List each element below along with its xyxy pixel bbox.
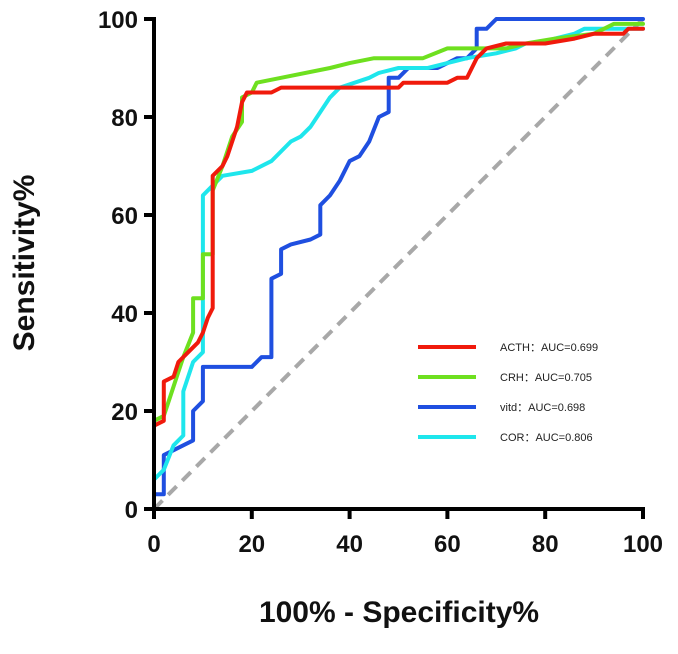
y-tick-label: 20 — [111, 399, 138, 426]
legend-label-0: ACTH：AUC=0.699 — [500, 342, 598, 354]
legend-label-3: COR：AUC=0.806 — [500, 432, 593, 444]
x-tick-label: 40 — [336, 531, 363, 558]
y-tick-label: 40 — [111, 301, 138, 328]
legend-label-2: vitd：AUC=0.698 — [500, 402, 585, 414]
y-tick-label: 100 — [98, 7, 138, 34]
x-tick-label: 80 — [532, 531, 559, 558]
y-tick-label: 0 — [125, 497, 138, 524]
tick-labels: 0 20 40 60 80 100 0 20 40 60 80 100 — [98, 7, 663, 558]
x-tick-label: 0 — [147, 531, 160, 558]
x-tick-label: 20 — [238, 531, 265, 558]
y-tick-label: 60 — [111, 203, 138, 230]
x-axis-title: 100% - Specificity% — [259, 596, 539, 629]
reference-diagonal-line — [152, 17, 645, 511]
series-line-0 — [152, 26, 645, 511]
x-tick-label: 100 — [623, 531, 663, 558]
plot-area — [152, 17, 645, 511]
axes — [144, 17, 645, 519]
legend: ACTH：AUC=0.699 CRH：AUC=0.705 vitd：AUC=0.69… — [418, 342, 598, 444]
y-tick-label: 80 — [111, 105, 138, 132]
y-axis-title: Sensitivity% — [8, 175, 41, 352]
x-tick-label: 60 — [434, 531, 461, 558]
legend-label-1: CRH：AUC=0.705 — [500, 372, 592, 384]
